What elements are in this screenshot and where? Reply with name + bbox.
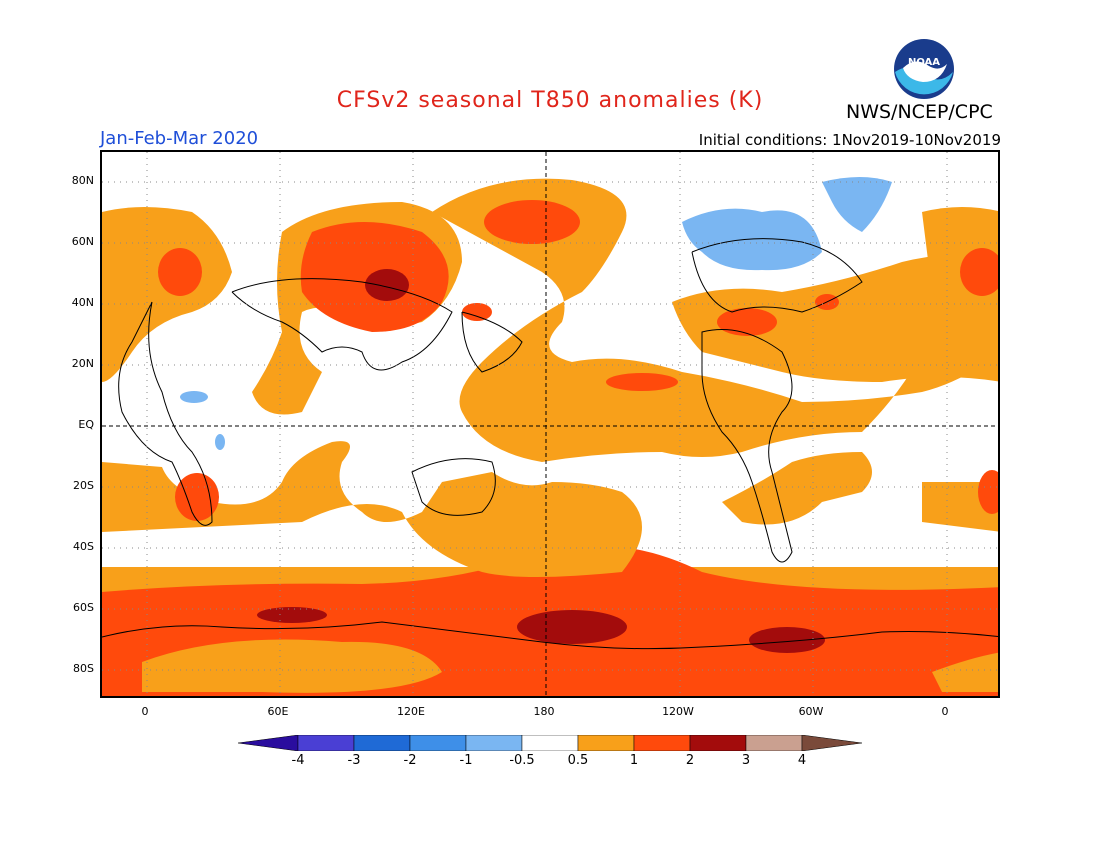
greenland-cold [822,177,892,232]
coastlines [102,238,998,650]
lat-label: 80N [71,174,94,187]
colorbar-label: 4 [797,753,807,768]
colorbar-segment [409,734,467,752]
colorbar-label: 2 [685,753,695,768]
lon-label: 0 [941,705,949,718]
season-label: Jan-Feb-Mar 2020 [100,128,259,149]
colorbar-segment [577,734,635,752]
colorbar-segment [801,734,863,752]
lat-label: 20S [73,479,94,492]
lat-label: 20N [71,357,94,370]
gridlines [102,152,998,696]
antarctic-warm-core-1 [257,607,327,623]
anomaly-map [100,150,1000,698]
colorbar-segment [237,734,299,752]
colorbar-label: -0.5 [509,753,535,768]
antarctic-warm-core-2 [517,610,627,644]
lon-label: 60E [267,705,289,718]
lat-label: 40S [73,540,94,553]
colorbar-segment [297,734,355,752]
colorbar-segment [689,734,747,752]
colorbar-segment [745,734,803,752]
lon-label: 120E [397,705,425,718]
map-title: CFSv2 seasonal T850 anomalies (K) [336,88,764,113]
noaa-logo: NOAA [893,38,955,104]
colorbar-segment [465,734,523,752]
antarctic-orange [142,639,442,693]
colorbar-label: -3 [347,753,361,768]
lon-label: 60W [798,705,824,718]
antarctic-orange-right [932,652,998,692]
lat-label: 80S [73,662,94,675]
colorbar-segment [521,734,579,752]
north-pacific-orange [432,178,998,462]
lat-label: 60N [71,235,94,248]
logo-text: NOAA [908,57,940,68]
colorbar-label: 1 [629,753,639,768]
lat-label: EQ [78,418,94,431]
lat-label: 60S [73,601,94,614]
colorbar-segment [353,734,411,752]
colorbar-segment [633,734,691,752]
colorbar-label: -2 [403,753,417,768]
lon-label: 120W [662,705,694,718]
colorbar-label: 3 [741,753,751,768]
lon-label: 0 [141,705,149,718]
atlantic-orange [672,252,998,382]
colorbar-label: 0.5 [567,753,589,768]
colorbar-label: -1 [459,753,473,768]
siberia-dark-core [365,269,409,301]
color-legend [237,734,863,755]
antarctic-warm-core-3 [749,627,825,653]
initial-conditions: Initial conditions: 1Nov2019-10Nov2019 [698,131,1001,149]
lon-label: 180 [533,705,555,718]
colorbar-label: -4 [291,753,305,768]
lat-label: 40N [71,296,94,309]
agency-label: NWS/NCEP/CPC [846,101,993,123]
europe-orange [102,207,232,382]
